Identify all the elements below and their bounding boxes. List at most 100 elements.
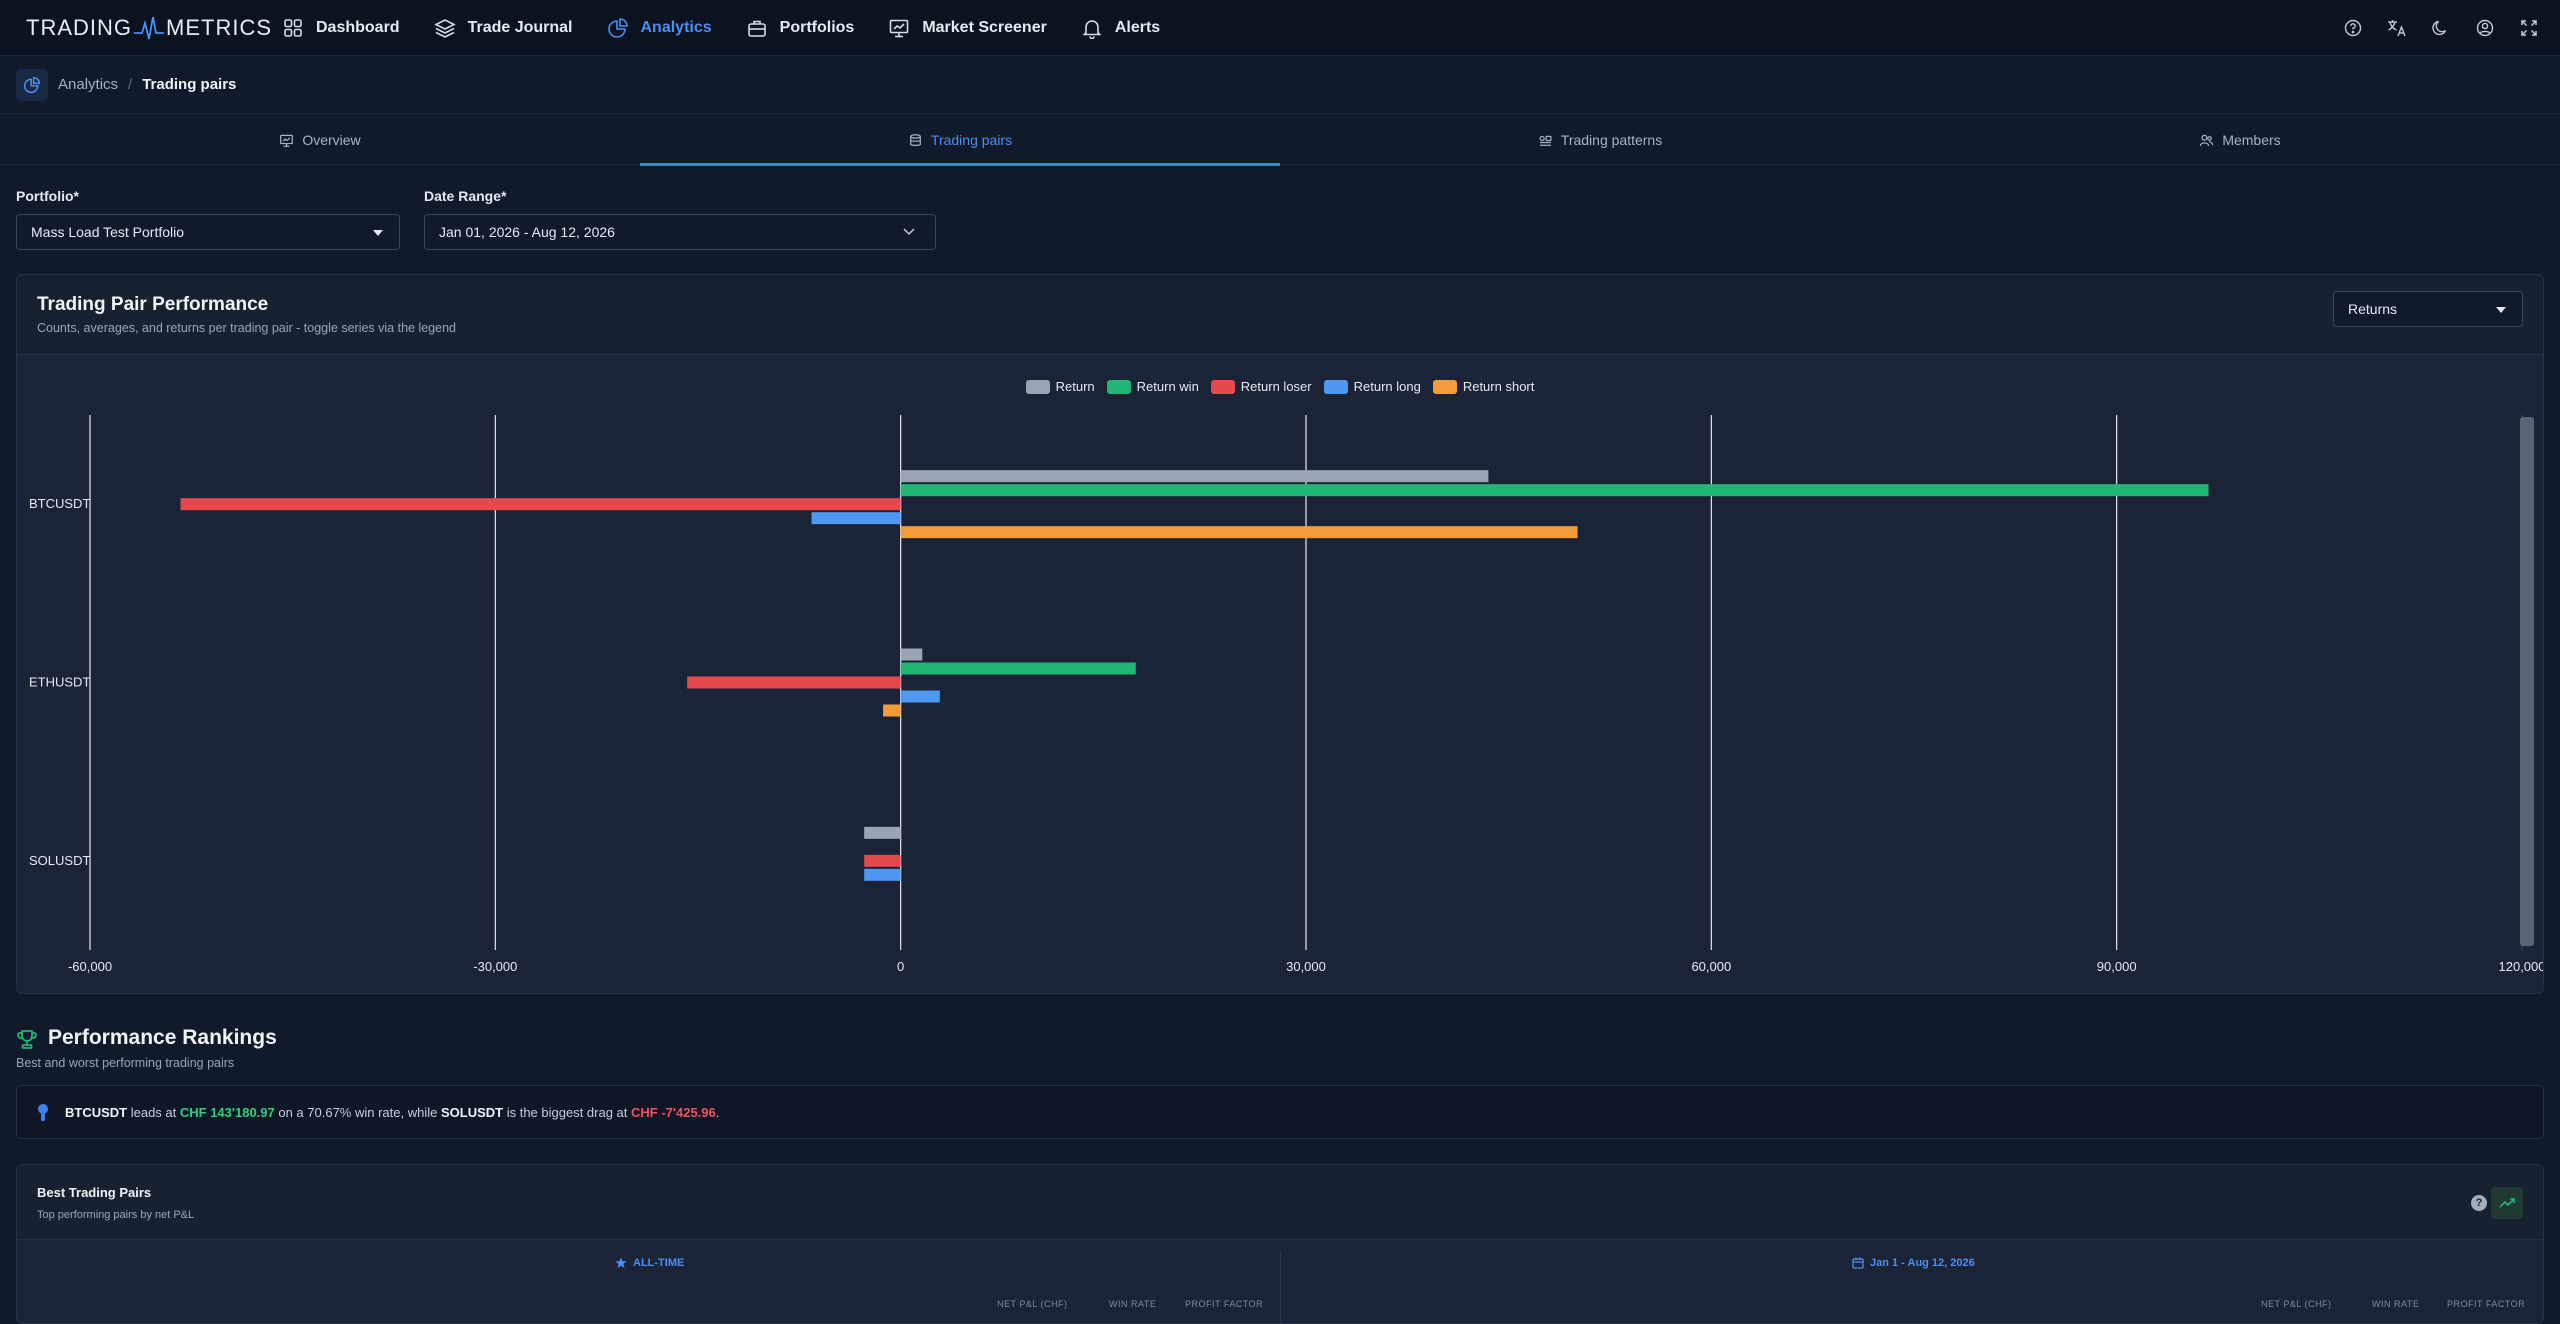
nav-alerts-label: Alerts bbox=[1114, 19, 1161, 36]
lightbulb-icon bbox=[38, 1104, 48, 1121]
caret-down-icon bbox=[2496, 307, 2506, 313]
column-header-win-rate: WIN RATE bbox=[1109, 1299, 1157, 1309]
tab-members[interactable]: Members bbox=[1920, 115, 2560, 165]
bar[interactable] bbox=[864, 854, 901, 867]
legend-item[interactable]: Return bbox=[1025, 379, 1095, 394]
nav-portfolios[interactable]: Portfolios bbox=[746, 17, 855, 39]
bar[interactable] bbox=[883, 704, 901, 717]
chart-card-subtitle: Counts, averages, and returns per tradin… bbox=[37, 321, 456, 335]
user-account-icon[interactable] bbox=[2474, 17, 2496, 39]
legend-label: Return loser bbox=[1240, 379, 1312, 394]
date-range-label: Date Range* bbox=[424, 188, 507, 204]
layers-icon bbox=[433, 19, 456, 38]
date-range-select[interactable]: Jan 01, 2026 - Aug 12, 2026 bbox=[424, 214, 936, 250]
date-range-select-value: Jan 01, 2026 - Aug 12, 2026 bbox=[439, 224, 615, 240]
x-tick-label: 90,000 bbox=[2097, 959, 2137, 974]
bar[interactable] bbox=[687, 676, 901, 689]
briefcase-icon bbox=[747, 20, 766, 37]
insight-text-4: . bbox=[715, 1104, 720, 1120]
x-tick-label: 60,000 bbox=[1691, 959, 1731, 974]
calendar-icon bbox=[1852, 1257, 1864, 1269]
grid-icon bbox=[284, 19, 302, 37]
top-navbar: TRADING METRICS Dashboard Trade Journal … bbox=[0, 0, 2560, 56]
bar[interactable] bbox=[811, 512, 901, 525]
legend-item[interactable]: Return loser bbox=[1210, 379, 1312, 394]
rankings-insight: BTCUSDT leads at CHF 143'180.97 on a 70.… bbox=[16, 1085, 2544, 1139]
rankings-title: Performance Rankings bbox=[48, 1026, 277, 1049]
breadcrumb-separator: / bbox=[128, 76, 133, 93]
metric-select[interactable]: Returns bbox=[2333, 291, 2523, 327]
presentation-icon bbox=[890, 19, 909, 38]
best-pairs-title: Best Trading Pairs bbox=[37, 1185, 152, 1200]
nav-analytics-label: Analytics bbox=[640, 19, 712, 36]
chart-scrollbar[interactable] bbox=[2520, 417, 2534, 946]
bar[interactable] bbox=[864, 868, 901, 881]
period-label: Jan 1 - Aug 12, 2026 bbox=[1852, 1257, 1975, 1269]
bar[interactable] bbox=[900, 690, 940, 703]
moon-icon[interactable] bbox=[2430, 17, 2452, 39]
nav-market-screener[interactable]: Market Screener bbox=[888, 17, 1047, 39]
all-time-label: ALL-TIME bbox=[615, 1257, 684, 1269]
legend-label: Return long bbox=[1353, 379, 1421, 394]
tab-trading-patterns[interactable]: Trading patterns bbox=[1280, 115, 1920, 165]
chart-card-header: Trading Pair Performance Counts, average… bbox=[17, 275, 2543, 355]
legend-swatch bbox=[1025, 379, 1050, 394]
best-pairs-subtitle: Top performing pairs by net P&L bbox=[37, 1209, 195, 1221]
legend-item[interactable]: Return short bbox=[1432, 379, 1534, 394]
trading-pair-bar-chart: -60,000 -30,000 0 30,000 60,000 90,000 120,000… bbox=[29, 415, 2543, 974]
help-icon[interactable]: ? bbox=[2471, 1195, 2487, 1211]
portfolio-label: Portfolio* bbox=[16, 188, 79, 204]
column-header-profit-factor: PROFIT FACTOR bbox=[2447, 1299, 2526, 1309]
database-icon bbox=[910, 133, 921, 146]
nav-alerts[interactable]: Alerts bbox=[1081, 17, 1160, 39]
help-icon[interactable] bbox=[2342, 17, 2364, 39]
x-tick-label: -30,000 bbox=[473, 959, 517, 974]
legend-swatch bbox=[1210, 379, 1235, 394]
all-time-text: ALL-TIME bbox=[633, 1257, 685, 1269]
legend-swatch bbox=[1323, 379, 1348, 394]
nav-analytics[interactable]: Analytics bbox=[607, 17, 712, 39]
fullscreen-icon[interactable] bbox=[2518, 17, 2540, 39]
y-category-label: SOLUSDT bbox=[29, 853, 90, 868]
brand-logo[interactable]: TRADING METRICS bbox=[26, 14, 272, 42]
bar[interactable] bbox=[900, 470, 1489, 483]
y-category-label: BTCUSDT bbox=[29, 496, 90, 511]
users-icon bbox=[2200, 134, 2214, 146]
trending-up-icon[interactable] bbox=[2491, 1187, 2523, 1219]
breadcrumb-analytics-link[interactable]: Analytics bbox=[58, 76, 119, 93]
chart-legend: Return Return win Return loser Return long R… bbox=[17, 379, 2543, 394]
tab-trading-pairs[interactable]: Trading pairs bbox=[640, 115, 1280, 166]
bar[interactable] bbox=[864, 826, 901, 839]
bar[interactable] bbox=[900, 484, 2209, 497]
portfolio-select[interactable]: Mass Load Test Portfolio bbox=[16, 214, 400, 250]
x-tick-label: -60,000 bbox=[68, 959, 112, 974]
period-text: Jan 1 - Aug 12, 2026 bbox=[1870, 1257, 1975, 1269]
breadcrumb-current: Trading pairs bbox=[142, 76, 237, 93]
insight-laggard: SOLUSDT bbox=[440, 1104, 504, 1120]
legend-item[interactable]: Return win bbox=[1106, 379, 1199, 394]
column-header-net-pnl: NET P&L (CHF) bbox=[997, 1299, 1068, 1309]
brand-text-right: METRICS bbox=[166, 15, 272, 40]
nav-market-screener-label: Market Screener bbox=[922, 19, 1047, 36]
best-trading-pairs-card: Best Trading Pairs Top performing pairs … bbox=[16, 1164, 2544, 1324]
presentation-icon bbox=[280, 134, 294, 147]
bar[interactable] bbox=[900, 662, 1136, 675]
nav-trade-journal[interactable]: Trade Journal bbox=[433, 17, 573, 39]
bar[interactable] bbox=[900, 648, 923, 661]
legend-item[interactable]: Return long bbox=[1323, 379, 1421, 394]
portfolio-select-value: Mass Load Test Portfolio bbox=[31, 224, 185, 240]
pie-chart-icon bbox=[607, 18, 628, 38]
chevron-down-icon bbox=[903, 228, 915, 236]
legend-label: Return win bbox=[1136, 379, 1199, 394]
translate-icon[interactable] bbox=[2386, 17, 2408, 39]
insight-leader-value: CHF 143'180.97 bbox=[179, 1104, 275, 1120]
chart-card-title: Trading Pair Performance bbox=[37, 294, 269, 315]
x-tick-label: 30,000 bbox=[1286, 959, 1326, 974]
nav-portfolios-label: Portfolios bbox=[779, 19, 855, 36]
legend-swatch bbox=[1432, 379, 1457, 394]
insight-leader: BTCUSDT bbox=[65, 1104, 128, 1120]
bar[interactable] bbox=[900, 526, 1578, 539]
tab-overview[interactable]: Overview bbox=[0, 115, 640, 165]
bar[interactable] bbox=[180, 498, 901, 511]
nav-dashboard[interactable]: Dashboard bbox=[282, 17, 400, 39]
